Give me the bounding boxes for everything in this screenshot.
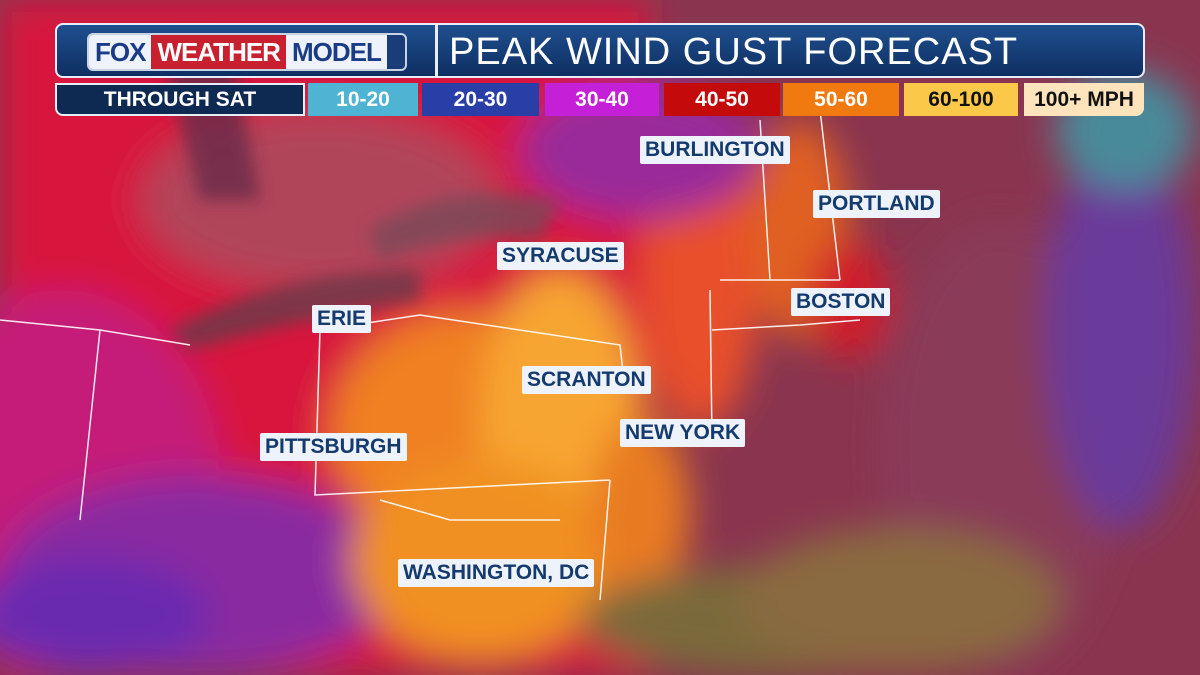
city-label-pittsburgh: PITTSBURGH <box>260 433 407 461</box>
city-label-washington-dc: WASHINGTON, DC <box>398 559 595 587</box>
city-label-burlington: BURLINGTON <box>640 136 790 164</box>
legend-item: 20-30 <box>422 83 539 116</box>
logo-weather: WEATHER <box>151 35 286 69</box>
legend-item: 10-20 <box>308 83 418 116</box>
city-label-portland: PORTLAND <box>813 190 940 218</box>
logo-fox: FOX <box>89 35 152 69</box>
legend-item: 40-50 <box>664 83 780 116</box>
city-label-erie: ERIE <box>312 305 372 333</box>
city-label-scranton: SCRANTON <box>522 366 651 394</box>
city-label-new-york: NEW YORK <box>620 419 746 447</box>
page-title: PEAK WIND GUST FORECAST <box>449 31 1019 73</box>
legend-item: 50-60 <box>783 83 899 116</box>
header-panel: FOX WEATHER MODEL PEAK WIND GUST FORECAS… <box>55 23 1145 78</box>
legend-item: 30-40 <box>545 83 659 116</box>
logo-model: MODEL <box>285 35 387 69</box>
legend-item: 60-100 <box>904 83 1018 116</box>
period-label: THROUGH SAT <box>55 83 305 116</box>
divider <box>435 25 438 76</box>
city-label-syracuse: SYRACUSE <box>497 242 624 270</box>
city-label-boston: BOSTON <box>791 288 891 316</box>
fox-weather-model-logo: FOX WEATHER MODEL <box>87 33 407 71</box>
legend-item: 100+ MPH <box>1024 83 1144 116</box>
